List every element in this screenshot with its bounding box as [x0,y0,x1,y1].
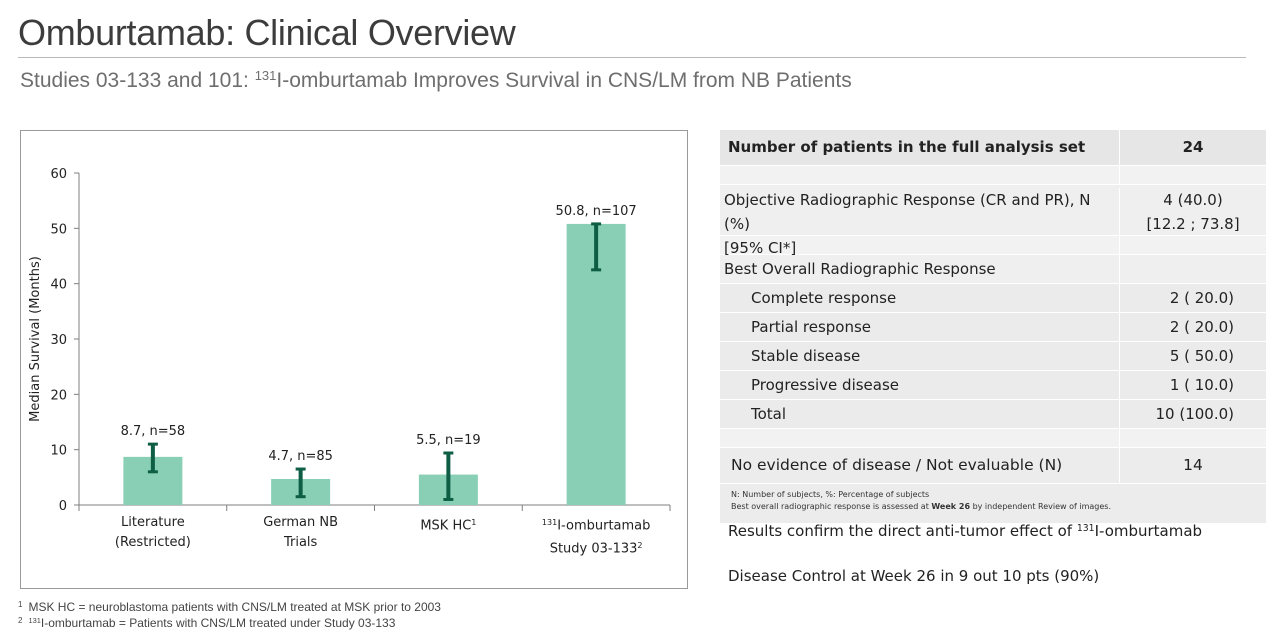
subtitle-prefix: Studies 03-133 and 101: [20,69,255,93]
blank-row [720,165,1266,184]
response-label: Progressive disease [720,371,1120,399]
x-category-line1: Literature [121,515,185,530]
ned-row: No evidence of disease / Not evaluable (… [720,447,1266,483]
disease-control-statement: Disease Control at Week 26 in 9 out 10 p… [728,567,1100,585]
response-label: Total [720,400,1120,428]
footnote-ref: 2 [637,541,643,551]
x-category-line1: 131I-omburtamab [541,518,651,534]
response-value: 5 ( 50.0) [1169,347,1234,365]
x-category-line1: German NB [263,515,339,530]
table-note-1: N: Number of subjects, %: Percentage of … [731,490,930,499]
y-axis-label: Median Survival (Months) [28,256,43,422]
title-divider [18,57,1246,58]
ned-label: No evidence of disease / Not evaluable (… [720,448,1120,483]
orr-value-line2: [12.2 ; 73.8] [1146,215,1240,233]
blank-row [720,235,1266,254]
response-label: Partial response [720,313,1120,341]
orr-label: Objective Radiographic Response (CR and … [720,188,1120,257]
table-row: Partial response 2 ( 20.0) [720,312,1266,341]
y-tick-label: 0 [59,499,67,514]
footnote-text: I-omburtamab = Patients with CNS/LM trea… [40,616,396,631]
x-category-line1: MSK HC1 [420,518,477,534]
blank-row [720,428,1266,447]
table-row: Stable disease 5 ( 50.0) [720,341,1266,370]
results-superscript: 131 [1076,522,1095,534]
footnote-number: 1 [18,600,23,609]
response-label: Stable disease [720,342,1120,370]
x-category-line2: Trials [283,535,318,550]
orr-label-line2: [95% CI*] [724,239,797,257]
table-header-row: Number of patients in the full analysis … [720,130,1266,165]
x-category-label: German NB Trials [221,513,381,553]
table-note-2: Best overall radiographic response is as… [731,501,1266,513]
results-statement: Results confirm the direct anti-tumor ef… [728,522,1202,540]
table-row: Progressive disease 1 ( 10.0) [720,370,1266,399]
table-row: Complete response 2 ( 20.0) [720,283,1266,312]
data-label: 4.7, n=85 [268,449,333,464]
response-label: Complete response [720,284,1120,312]
results-pre: Results confirm the direct anti-tumor ef… [728,522,1077,540]
survival-chart: 0 10 20 30 40 50 60 Median Survival (Months) 8.7… [20,130,688,589]
data-label: 5.5, n=19 [416,433,481,448]
y-tick-label: 10 [50,444,67,459]
orr-value-line1: 4 (40.0) [1163,191,1223,209]
footnote-ref: 1 [471,518,477,527]
y-tick-label: 50 [50,222,67,237]
data-label: 50.8, n=107 [556,204,637,219]
x-category-line2: Study 03-1332 [549,541,643,557]
footnote-superscript: 131 [28,616,41,625]
response-value: 2 ( 20.0) [1169,318,1234,336]
chart-canvas: 0 10 20 30 40 50 60 Median Survival (Months) 8.7… [28,167,671,514]
response-value: 10 (100.0) [1155,405,1234,423]
response-value: 1 ( 10.0) [1169,376,1234,394]
table-notes: N: Number of subjects, %: Percentage of … [720,483,1266,523]
orr-label-line1: Objective Radiographic Response (CR and … [724,191,1091,233]
isotope-superscript: 131 [541,518,558,527]
subtitle-suffix: I-omburtamab Improves Survival in CNS/LM… [276,69,852,93]
bor-row: Best Overall Radiographic Response [720,254,1266,283]
table-note-2-bold: Week 26 [931,502,971,511]
table-note-2-pre: Best overall radiographic response is as… [731,502,932,511]
x-category-label: MSK HC1 [368,513,528,536]
page-title: Omburtamab: Clinical Overview [18,12,516,53]
results-post: I-omburtamab [1094,522,1203,540]
header-label: Number of patients in the full analysis … [720,130,1120,165]
y-tick-label: 60 [50,167,67,182]
x-category-line2: (Restricted) [114,535,191,550]
ned-value: 14 [1183,456,1203,474]
x-category-label: 131I-omburtamab Study 03-1332 [516,513,676,560]
table-row: Total 10 (100.0) [720,399,1266,428]
footnote-number: 2 [18,616,23,626]
orr-value: 4 (40.0) [12.2 ; 73.8] [1120,188,1266,235]
footnote-text: MSK HC = neuroblastoma patients with CNS… [28,600,441,614]
response-table: Number of patients in the full analysis … [720,130,1266,523]
y-tick-label: 20 [50,388,67,403]
y-tick-label: 40 [50,278,67,293]
response-value: 2 ( 20.0) [1169,289,1234,307]
page-subtitle: Studies 03-133 and 101: 131I-omburtamab … [20,68,852,93]
subtitle-superscript: 131 [254,68,277,83]
bor-label: Best Overall Radiographic Response [720,255,1120,283]
data-label: 8.7, n=58 [121,424,186,439]
footnote-1: 1 MSK HC = neuroblastoma patients with CN… [18,600,441,614]
table-note-2-post: by independent Review of images. [970,502,1112,511]
y-tick-label: 30 [50,333,67,348]
header-value: 24 [1182,138,1204,156]
orr-row: Objective Radiographic Response (CR and … [720,184,1266,257]
footnote-2: 2 131I-omburtamab = Patients with CNS/LM … [18,616,395,630]
x-category-label: Literature (Restricted) [73,513,233,553]
